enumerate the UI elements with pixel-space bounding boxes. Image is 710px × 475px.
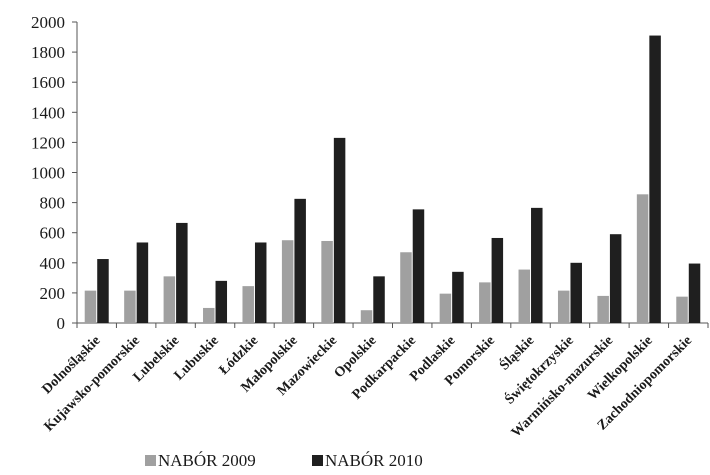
bar-2010-16: [688, 263, 701, 323]
bar-2010-2: [136, 242, 149, 323]
bar-2009-9: [400, 252, 412, 323]
bar-2010-9: [412, 209, 425, 323]
bar-2009-11: [479, 282, 491, 323]
bar-2010-10: [452, 271, 464, 323]
bar-2009-8: [360, 310, 373, 323]
y-tick-label: 1800: [31, 43, 65, 62]
bar-2010-7: [333, 137, 346, 323]
bar-2010-3: [176, 222, 188, 323]
bar-2009-4: [203, 307, 215, 323]
bar-2010-13: [570, 262, 582, 323]
bar-2010-1: [97, 259, 109, 323]
bar-2009-6: [281, 240, 294, 323]
bar-2010-15: [649, 35, 661, 324]
bar-2009-16: [676, 296, 688, 323]
bar-2010-12: [531, 207, 543, 323]
bar-2010-5: [254, 242, 267, 323]
y-tick-label: 1400: [31, 103, 65, 122]
y-tick-label: 600: [40, 224, 66, 243]
bar-2009-15: [636, 194, 649, 323]
bar-2010-4: [215, 280, 228, 323]
y-tick-label: 0: [57, 314, 66, 333]
bar-2009-12: [518, 269, 531, 323]
bar-2009-1: [84, 290, 97, 323]
x-axis-category-labels: DolnośląskieKujawsko-pomorskieLubelskieL…: [40, 332, 696, 441]
bar-2010-11: [491, 237, 504, 323]
bar-2009-5: [242, 286, 254, 323]
y-tick-label: 1600: [31, 73, 65, 92]
bar-2009-3: [163, 276, 176, 323]
y-tick-label: 2000: [31, 13, 65, 32]
legend-swatch-2009: [145, 455, 156, 466]
y-tick-label: 200: [40, 284, 66, 303]
bar-2010-14: [609, 234, 622, 323]
y-tick-label: 1000: [31, 164, 65, 183]
bar-2009-7: [321, 240, 333, 323]
legend: NABÓR 2009 NABÓR 2010: [145, 451, 423, 470]
bar-2010-6: [294, 198, 306, 323]
y-tick-label: 1200: [31, 133, 65, 152]
legend-swatch-2010: [312, 455, 323, 466]
x-category-label: Świętokrzyskie: [501, 332, 577, 408]
bar-2009-13: [557, 290, 570, 323]
bar-2009-2: [124, 290, 136, 323]
bar-2010-8: [373, 276, 385, 323]
bar-2009-14: [597, 295, 609, 323]
y-tick-label: 800: [40, 194, 66, 213]
y-tick-label: 400: [40, 254, 66, 273]
bars: [84, 35, 701, 324]
legend-label-2009: NABÓR 2009: [158, 451, 256, 470]
y-axis-tick-labels: 0 200 400 600 800 1000 1200 1400 1600 1800 2000: [31, 13, 65, 333]
bar-2009-10: [439, 293, 452, 323]
legend-label-2010: NABÓR 2010: [325, 451, 423, 470]
